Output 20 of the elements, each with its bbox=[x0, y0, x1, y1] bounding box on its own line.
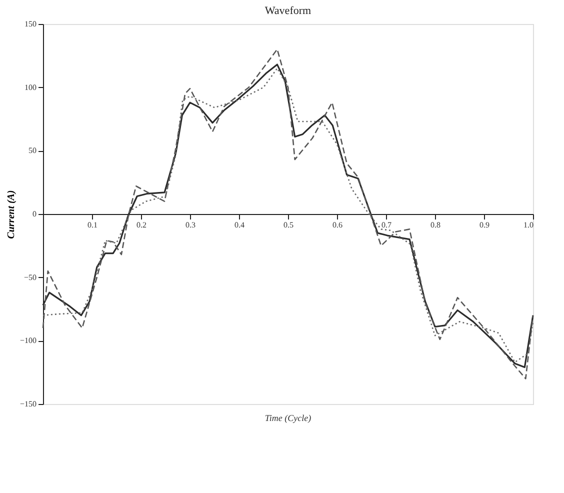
x-axis-title: Time (Cycle) bbox=[264, 413, 312, 423]
x-tick-label: 0.9 bbox=[480, 220, 490, 230]
y-tick-label: −50 bbox=[24, 272, 36, 282]
y-tick-label: −100 bbox=[20, 336, 36, 346]
x-tick-label: 0.4 bbox=[234, 220, 244, 230]
x-tick-label: 0.5 bbox=[284, 220, 294, 230]
x-tick-label: 0.3 bbox=[186, 220, 196, 230]
x-tick-label: 1.0 bbox=[524, 220, 534, 230]
x-tick-label: 0.6 bbox=[332, 220, 342, 230]
x-tick-label: 0.8 bbox=[430, 220, 440, 230]
y-tick-label: 0 bbox=[32, 210, 36, 218]
y-tick-label: 150 bbox=[24, 20, 36, 28]
chart-title: Waveform bbox=[264, 5, 312, 17]
y-axis-title: Current (A) bbox=[6, 190, 17, 239]
y-tick-label: −150 bbox=[20, 400, 36, 408]
x-tick-label: 0.7 bbox=[382, 220, 392, 230]
y-tick-label: 50 bbox=[28, 146, 36, 156]
x-tick-label: 0.2 bbox=[136, 220, 146, 230]
y-tick-label: 100 bbox=[24, 82, 36, 92]
x-tick-label: 0.1 bbox=[88, 220, 98, 230]
